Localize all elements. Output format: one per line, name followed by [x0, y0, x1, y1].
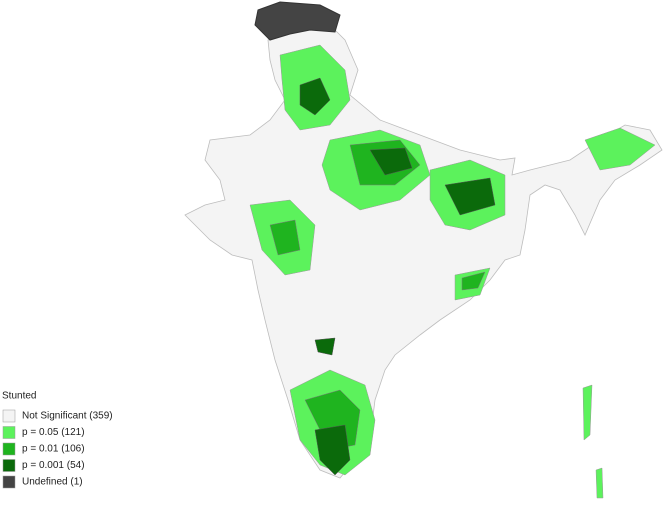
landmass	[184, 24, 663, 479]
legend-swatch	[2, 442, 16, 456]
coast-east-core	[461, 271, 486, 291]
undefined-region	[254, 1, 341, 41]
north-core	[299, 77, 331, 116]
legend-label: Undefined (1)	[22, 477, 83, 488]
legend-swatch	[2, 409, 16, 423]
east-core	[444, 177, 496, 216]
central-north-core	[369, 147, 413, 176]
legend: Stunted Not Significant (359) p = 0.05 (1…	[2, 391, 113, 489]
legend-swatch	[2, 459, 16, 472]
legend-title: Stunted	[2, 391, 36, 402]
india-map	[184, 1, 663, 499]
legend-swatch	[2, 475, 16, 489]
northeast	[584, 127, 656, 171]
legend-label: p = 0.001 (54)	[22, 460, 85, 471]
legend-label: p = 0.01 (106)	[22, 444, 85, 455]
legend-label: Not Significant (359)	[22, 411, 113, 422]
legend-swatch	[2, 426, 16, 439]
south-core	[314, 424, 351, 476]
islands	[582, 384, 593, 441]
west-core	[269, 219, 301, 256]
deccan-spot	[314, 337, 336, 356]
legend-label: p = 0.05 (121)	[22, 427, 85, 438]
islands-south	[595, 467, 604, 499]
